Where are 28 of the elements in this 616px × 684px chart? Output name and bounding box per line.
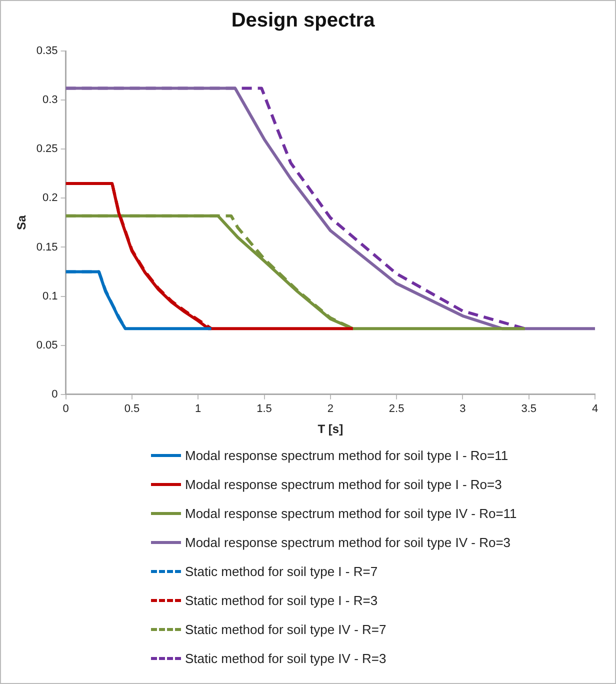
- legend-label: Static method for soil type I - R=7: [185, 564, 378, 579]
- y-tick-label: 0.2: [42, 192, 58, 204]
- x-tick-label: 3.5: [521, 403, 536, 416]
- y-axis-title: Sa: [14, 215, 29, 230]
- y-tick-label: 0.35: [36, 45, 58, 58]
- legend-label: Modal response spectrum method for soil type I - Ro=3: [185, 477, 502, 492]
- legend-label: Static method for soil type IV - R=7: [185, 622, 386, 637]
- x-tick-label: 4: [592, 403, 598, 416]
- y-tick-label: 0.15: [36, 241, 58, 254]
- x-tick-label: 2.5: [388, 403, 404, 416]
- y-tick-label: 0.1: [42, 290, 58, 302]
- y-tick-label: 0.05: [36, 339, 58, 352]
- x-axis-title: T [s]: [318, 422, 344, 436]
- x-tick-label: 0.5: [124, 403, 140, 416]
- x-tick-label: 0: [62, 403, 69, 416]
- x-tick-label: 1: [195, 403, 202, 416]
- y-tick-label: 0.25: [36, 143, 58, 156]
- legend-label: Modal response spectrum method for soil type I - Ro=11: [185, 448, 508, 463]
- x-tick-label: 1.5: [256, 403, 272, 416]
- legend-label: Static method for soil type IV - R=3: [185, 651, 386, 666]
- y-tick-label: 0.3: [42, 94, 58, 106]
- x-tick-label: 2: [327, 403, 334, 416]
- chart-title: Design spectra: [231, 10, 376, 32]
- x-tick-label: 3: [460, 403, 466, 416]
- legend-label: Modal response spectrum method for soil type IV - Ro=11: [185, 506, 517, 521]
- legend-label: Modal response spectrum method for soil type IV - Ro=3: [185, 535, 511, 550]
- legend-label: Static method for soil type I - R=3: [185, 593, 378, 608]
- y-tick-label: 0: [52, 388, 58, 400]
